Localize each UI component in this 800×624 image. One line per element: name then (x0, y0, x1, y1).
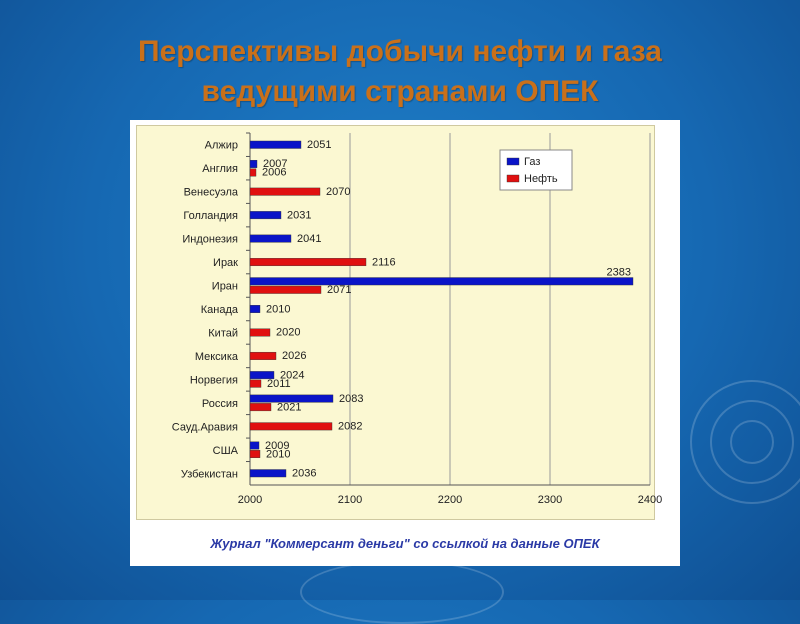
x-tick-label: 2300 (538, 494, 562, 506)
data-label: 2036 (292, 468, 316, 480)
oil-bar (249, 403, 272, 412)
legend-gas-swatch (506, 157, 520, 166)
category-label: Сауд.Аравия (172, 421, 238, 433)
gas-bar (249, 140, 302, 149)
legend-oil-swatch (506, 174, 520, 183)
data-label: 2010 (266, 448, 290, 460)
data-label: 2010 (266, 303, 290, 315)
ripple-decoration (690, 380, 800, 504)
category-label: Англия (202, 163, 238, 175)
x-tick-label: 2200 (438, 494, 462, 506)
gas-bar (249, 469, 287, 478)
oil-bar (249, 258, 367, 267)
oil-bar (249, 379, 262, 388)
data-label: 2051 (307, 139, 331, 151)
category-label: Индонезия (182, 234, 238, 246)
oil-bar (249, 168, 257, 177)
category-label: Алжир (205, 140, 238, 152)
x-tick-label: 2000 (238, 494, 262, 506)
category-label: Голландия (183, 210, 238, 222)
category-label: Китай (208, 327, 238, 339)
data-label: 2024 (280, 369, 304, 381)
category-label: Венесуэла (184, 187, 239, 199)
gas-bar (249, 394, 334, 403)
data-label: 2007 (263, 158, 287, 170)
data-label: 2009 (265, 440, 289, 452)
x-tick-label: 2400 (638, 494, 662, 506)
data-label: 2021 (277, 401, 301, 413)
data-label: 2006 (262, 167, 286, 179)
gas-bar (249, 371, 275, 380)
gas-bar (249, 441, 260, 450)
oil-bar (249, 328, 271, 337)
oil-bar (249, 351, 277, 360)
gas-bar (249, 277, 634, 286)
category-label: Узбекистан (181, 468, 238, 480)
category-label: Россия (202, 398, 238, 410)
data-label: 2031 (287, 209, 311, 221)
data-label: 2116 (372, 256, 396, 268)
data-label: 2083 (339, 393, 363, 405)
source-caption: Журнал "Коммерсант деньги" со ссылкой на… (210, 536, 600, 551)
oil-bar (249, 450, 261, 458)
legend-box (499, 149, 573, 191)
category-label: США (213, 445, 239, 457)
data-label: 2071 (327, 284, 351, 296)
category-label: Мексика (195, 351, 239, 363)
data-label: 2082 (338, 421, 362, 433)
oil-bar (249, 422, 333, 431)
category-label: Норвегия (190, 374, 238, 386)
gas-bar (249, 211, 282, 220)
legend-label: Газ (524, 156, 540, 168)
data-label: 2070 (326, 186, 350, 198)
category-label: Иран (212, 281, 238, 293)
oil-bar (249, 187, 321, 196)
gas-bar (249, 234, 292, 243)
category-label: Канада (201, 304, 239, 316)
x-tick-label: 2100 (338, 494, 362, 506)
gas-bar (249, 305, 261, 313)
oil-bar (249, 285, 322, 294)
category-label: Ирак (213, 257, 238, 269)
data-label: 2026 (282, 350, 306, 362)
data-label: 2020 (276, 327, 300, 339)
plot-area (136, 125, 655, 520)
data-label: 2041 (297, 233, 321, 245)
gas-bar (249, 159, 258, 168)
legend-label: Нефть (524, 173, 558, 185)
slide-title-line1: Перспективы добычи нефти и газа (138, 35, 662, 68)
data-label: 2383 (607, 267, 631, 279)
slide-title-line2: ведущими странами ОПЕК (201, 75, 599, 108)
data-label: 2011 (267, 378, 291, 390)
